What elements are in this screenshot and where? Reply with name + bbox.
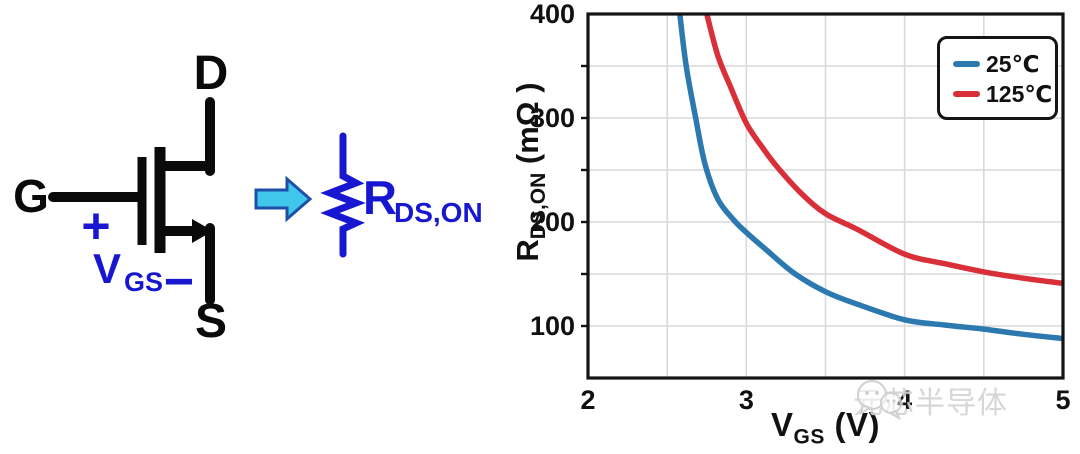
x-axis-label: VGS (V)	[588, 406, 1063, 448]
legend-label-125c: 125℃	[986, 81, 1053, 108]
y-axis-label-sub: DS,ON	[527, 172, 551, 240]
minus-sign: −	[164, 253, 194, 311]
source-label: S	[195, 295, 227, 348]
y-tick-label: 300	[530, 103, 575, 133]
chart-legend: 25℃ 125℃	[937, 36, 1058, 121]
rdson-subscript: DS,ON	[394, 197, 483, 228]
x-tick-label: 2	[580, 385, 595, 415]
y-tick-label: 200	[530, 207, 575, 237]
x-tick-label: 3	[739, 385, 754, 415]
x-tick-label: 5	[1055, 385, 1070, 415]
legend-item-125c: 125℃	[953, 82, 1052, 106]
vgs-subscript: GS	[124, 267, 163, 297]
y-axis-label: RDS,ON (mΩ )	[506, 22, 550, 322]
series-line-25c	[677, 14, 1063, 342]
chart-frame	[586, 12, 1065, 380]
x-axis-label-base: V	[770, 406, 794, 443]
mosfet-body	[48, 97, 215, 305]
transform-arrow-icon	[254, 175, 313, 223]
x-axis-label-sub: GS	[793, 425, 825, 449]
legend-item-25c: 25℃	[953, 52, 1047, 76]
mosfet-schematic: D G S + V GS − R DS,ON	[13, 47, 483, 348]
drain-label: D	[194, 47, 229, 100]
vgs-label: V	[93, 245, 121, 292]
legend-label-25c: 25℃	[986, 51, 1040, 77]
y-tick-label: 400	[530, 0, 575, 29]
gate-label: G	[13, 170, 49, 222]
series-line-125c	[704, 14, 1063, 287]
rdson-resistor-symbol	[320, 132, 366, 258]
legend-swatch-125c	[953, 91, 980, 98]
y-axis-label-unit: (mΩ )	[510, 82, 545, 173]
plus-sign: +	[81, 198, 110, 254]
rdson-label: R	[363, 171, 397, 224]
chart-curves	[677, 14, 1063, 342]
source-arrowhead-icon	[192, 219, 213, 243]
legend-swatch-25c	[953, 61, 980, 68]
x-axis-label-unit: (V)	[824, 406, 881, 443]
y-tick-label: 100	[530, 311, 575, 341]
y-axis-label-base: R	[510, 239, 545, 262]
